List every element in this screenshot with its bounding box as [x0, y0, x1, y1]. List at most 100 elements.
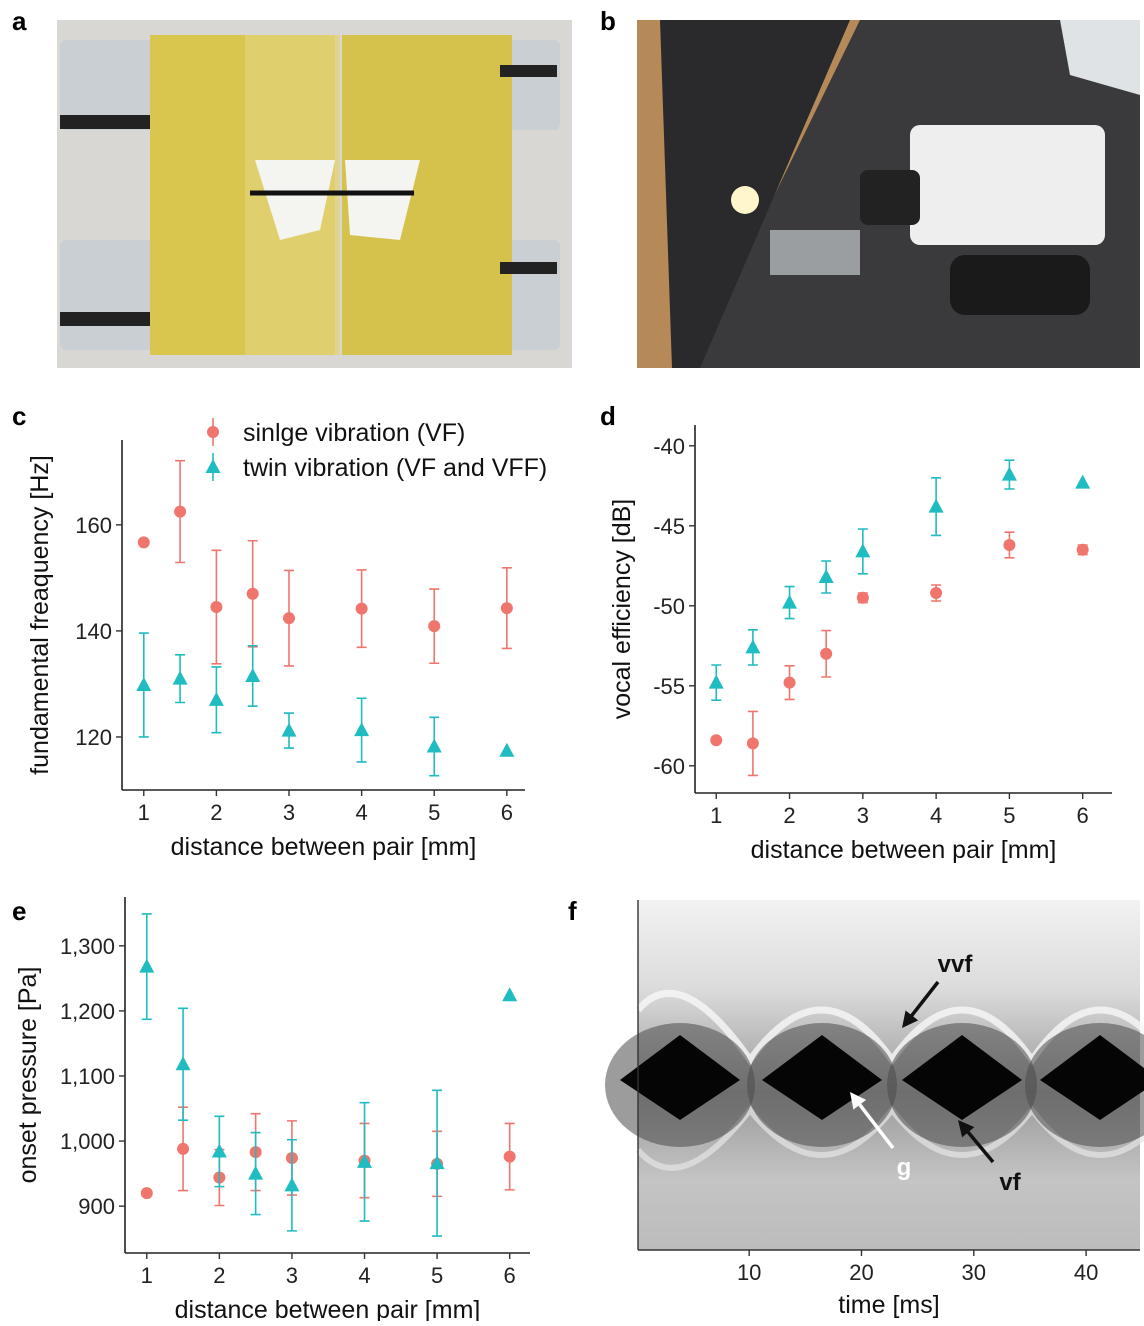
x-tick-label: 4	[355, 800, 367, 825]
y-axis-title: onset pressure [Pa]	[14, 967, 42, 1184]
marker	[820, 647, 833, 660]
x-tick-label: 20	[849, 1260, 873, 1285]
wave	[635, 989, 1144, 1067]
x-tick-label: 40	[1074, 1260, 1098, 1285]
marker	[930, 587, 943, 599]
x-tick-label: 2	[210, 800, 222, 825]
y-tick-label: 140	[75, 619, 112, 644]
marker	[245, 667, 261, 682]
y-axis-title: fundamental freaquency [Hz]	[26, 455, 54, 775]
x-tick-label: 2	[783, 803, 795, 828]
marker	[210, 601, 223, 614]
x-axis-title: time [ms]	[838, 1291, 939, 1319]
marker	[856, 591, 869, 604]
marker	[140, 1187, 153, 1200]
marker	[1076, 543, 1089, 556]
marker	[710, 734, 723, 747]
marker	[355, 602, 368, 615]
marker	[208, 691, 224, 706]
kymograph-image	[605, 900, 1144, 1250]
marker	[502, 987, 518, 1002]
arrow-head	[850, 1092, 867, 1110]
x-tick-label: 6	[1077, 803, 1089, 828]
marker	[499, 742, 515, 757]
arrow	[905, 980, 940, 1023]
annotation: vf	[999, 1169, 1021, 1196]
y-tick-label: -40	[653, 434, 685, 459]
marker	[782, 594, 798, 609]
panel-label: d	[600, 401, 616, 431]
photo-b	[637, 20, 1140, 368]
marker	[1075, 474, 1091, 489]
marker	[283, 612, 296, 625]
y-tick-label: 1,300	[60, 934, 115, 959]
marker	[426, 738, 442, 753]
marker	[174, 505, 187, 518]
panel-label: e	[12, 896, 26, 926]
annotation: vvf	[938, 951, 974, 978]
marker	[136, 677, 152, 691]
legend-label: sinlge vibration (VF)	[243, 419, 465, 447]
marker	[503, 1150, 516, 1163]
x-axis-title: distance between pair [mm]	[751, 836, 1057, 864]
arrow-head	[958, 1120, 975, 1138]
y-tick-label: -50	[653, 594, 685, 619]
y-tick-label: -55	[653, 674, 685, 699]
x-tick-label: 1	[141, 1263, 153, 1288]
panel-label: a	[12, 6, 27, 36]
x-tick-label: 1	[138, 800, 150, 825]
x-tick-label: 3	[286, 1263, 298, 1288]
x-tick-label: 6	[501, 800, 513, 825]
y-axis-title: vocal efficiency [dB]	[608, 499, 636, 719]
arrow	[853, 1097, 895, 1150]
marker	[428, 620, 441, 633]
x-tick-label: 30	[962, 1260, 986, 1285]
marker	[500, 602, 513, 615]
marker	[248, 1165, 264, 1180]
marker	[1003, 539, 1016, 551]
x-tick-label: 10	[737, 1260, 761, 1285]
x-tick-label: 2	[213, 1263, 225, 1288]
panel-label: b	[600, 6, 616, 36]
marker	[818, 569, 834, 583]
marker	[855, 543, 871, 558]
marker	[357, 1153, 373, 1168]
panel-label: f	[568, 896, 577, 926]
marker	[284, 1177, 300, 1192]
x-tick-label: 4	[930, 803, 942, 828]
legend-label: twin vibration (VF and VFF)	[243, 454, 547, 482]
marker	[708, 674, 724, 689]
marker	[177, 1142, 190, 1155]
marker	[172, 670, 188, 685]
y-tick-label: 1,100	[60, 1064, 115, 1089]
y-tick-label: 900	[78, 1194, 115, 1219]
y-tick-label: 1,000	[60, 1129, 115, 1154]
marker	[746, 737, 759, 750]
photo-a	[57, 20, 572, 368]
marker	[1001, 466, 1017, 481]
glottis	[1040, 1035, 1144, 1120]
y-tick-label: 160	[75, 513, 112, 538]
x-axis-title: distance between pair [mm]	[175, 1296, 481, 1321]
x-tick-label: 5	[1003, 803, 1015, 828]
marker	[246, 587, 259, 600]
x-tick-label: 4	[358, 1263, 370, 1288]
marker	[928, 498, 944, 513]
y-tick-label: 120	[75, 725, 112, 750]
y-tick-label: -60	[653, 754, 685, 779]
marker	[429, 1155, 445, 1170]
panel-label: c	[12, 401, 26, 431]
glottis	[902, 1035, 1022, 1120]
y-tick-label: -45	[653, 514, 685, 539]
marker	[281, 722, 297, 737]
x-tick-label: 3	[857, 803, 869, 828]
x-tick-label: 5	[428, 800, 440, 825]
marker	[175, 1056, 191, 1071]
y-tick-label: 1,200	[60, 999, 115, 1024]
marker	[745, 639, 761, 654]
annotation: g	[897, 1154, 912, 1181]
marker	[205, 459, 221, 473]
x-tick-label: 1	[710, 803, 722, 828]
marker	[211, 1143, 227, 1158]
